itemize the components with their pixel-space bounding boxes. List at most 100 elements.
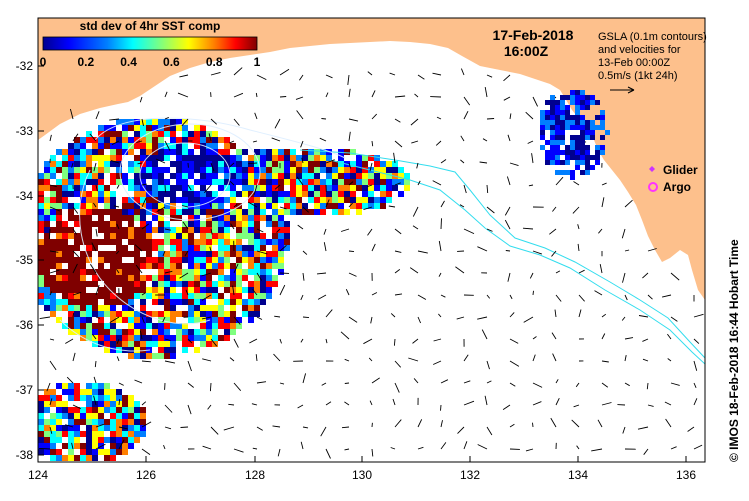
sst-cell (170, 287, 176, 293)
sst-cell (194, 257, 200, 263)
sst-cell (326, 173, 332, 179)
sst-cell (140, 263, 146, 269)
sst-cell (188, 137, 194, 143)
sst-cell (146, 341, 152, 347)
sst-cell (122, 233, 128, 239)
sst-cell (104, 287, 110, 293)
sst-cell (590, 155, 595, 160)
sst-cell (212, 173, 218, 179)
sst-cell (575, 165, 580, 170)
sst-cell (182, 257, 188, 263)
sst-cell (98, 431, 104, 437)
sst-cell (110, 323, 116, 329)
sst-cell (590, 130, 595, 135)
sst-cell (110, 269, 116, 275)
sst-cell (555, 145, 560, 150)
sst-cell (380, 161, 386, 167)
sst-cell (152, 173, 158, 179)
sst-cell (206, 233, 212, 239)
sst-cell (80, 419, 86, 425)
sst-cell (56, 407, 62, 413)
sst-cell (50, 161, 56, 167)
sst-cell (600, 135, 605, 140)
sst-cell (236, 209, 242, 215)
sst-cell (128, 287, 134, 293)
sst-cell (545, 100, 550, 105)
sst-cell (218, 269, 224, 275)
sst-cell (194, 311, 200, 317)
sst-cell (98, 323, 104, 329)
sst-cell (555, 150, 560, 155)
sst-cell (356, 185, 362, 191)
sst-cell (236, 161, 242, 167)
sst-cell (236, 281, 242, 287)
sst-cell (134, 287, 140, 293)
sst-cell (80, 221, 86, 227)
sst-cell (38, 173, 44, 179)
sst-cell (302, 155, 308, 161)
sst-cell (230, 143, 236, 149)
sst-cell (200, 221, 206, 227)
sst-cell (545, 155, 550, 160)
sst-cell (585, 125, 590, 130)
sst-cell (380, 197, 386, 203)
sst-cell (140, 299, 146, 305)
sst-cell (122, 209, 128, 215)
sst-cell (254, 245, 260, 251)
sst-cell (540, 115, 545, 120)
sst-cell (116, 449, 122, 455)
sst-cell (74, 245, 80, 251)
sst-cell (224, 311, 230, 317)
sst-cell (188, 293, 194, 299)
sst-cell (152, 167, 158, 173)
sst-cell (68, 281, 74, 287)
sst-cell (212, 143, 218, 149)
sst-cell (38, 239, 44, 245)
sst-cell (128, 299, 134, 305)
sst-cell (56, 239, 62, 245)
sst-cell (110, 431, 116, 437)
sst-cell (560, 135, 565, 140)
sst-cell (44, 251, 50, 257)
sst-cell (230, 191, 236, 197)
sst-cell (595, 155, 600, 160)
sst-cell (206, 275, 212, 281)
sst-cell (206, 167, 212, 173)
sst-cell (50, 167, 56, 173)
sst-cell (80, 257, 86, 263)
sst-cell (74, 425, 80, 431)
sst-cell (122, 245, 128, 251)
sst-cell (44, 437, 50, 443)
sst-cell (86, 203, 92, 209)
sst-cell (38, 401, 44, 407)
sst-cell (188, 221, 194, 227)
sst-cell (38, 413, 44, 419)
sst-cell (128, 269, 134, 275)
lat-tick-label: -37 (16, 383, 34, 397)
sst-cell (290, 179, 296, 185)
sst-cell (50, 299, 56, 305)
sst-cell (56, 455, 62, 461)
sst-cell (248, 227, 254, 233)
sst-cell (200, 167, 206, 173)
sst-cell (134, 161, 140, 167)
sst-cell (74, 203, 80, 209)
sst-cell (272, 173, 278, 179)
sst-cell (278, 215, 284, 221)
sst-cell (224, 137, 230, 143)
sst-cell (86, 161, 92, 167)
sst-cell (146, 323, 152, 329)
sst-cell (122, 179, 128, 185)
sst-cell (50, 311, 56, 317)
colorbar-tick-label: 0.2 (77, 55, 94, 69)
sst-cell (284, 233, 290, 239)
sst-cell (230, 215, 236, 221)
sst-cell (560, 160, 565, 165)
sst-cell (188, 263, 194, 269)
sst-cell (80, 173, 86, 179)
sst-cell (62, 287, 68, 293)
sst-cell (170, 173, 176, 179)
sst-cell (580, 150, 585, 155)
sst-cell (182, 197, 188, 203)
sst-cell (344, 197, 350, 203)
